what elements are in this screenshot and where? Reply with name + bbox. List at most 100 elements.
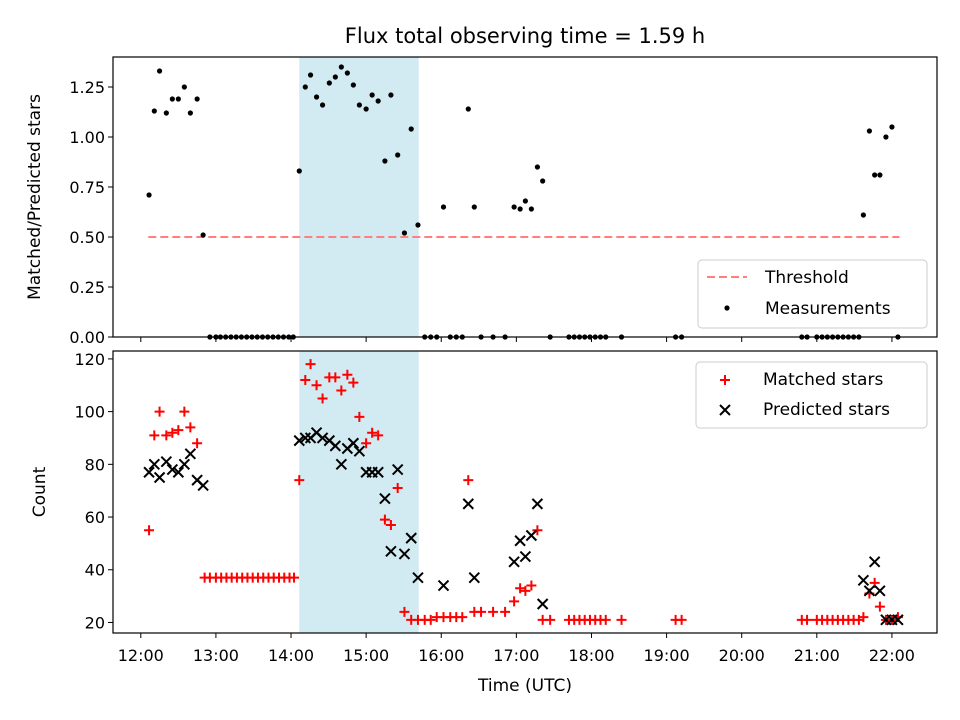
top-series-0-point [302, 84, 308, 90]
bottom-series-1-point [329, 440, 342, 452]
x-tick-label: 15:00 [343, 646, 389, 665]
top-legend: Threshold Measurements [697, 259, 928, 329]
bottom-series-1-point [372, 466, 384, 478]
bottom-series-0-point [676, 614, 687, 625]
top-series-0-point [307, 72, 314, 78]
top-series-0-point [338, 64, 344, 70]
bottom-series-0-point [185, 422, 196, 433]
bottom-series-1-point [412, 571, 424, 584]
top-series-0-point [540, 178, 546, 184]
top-series-0-point [889, 124, 895, 130]
top-series-0-point [860, 212, 866, 218]
top-series-0-point [382, 158, 388, 164]
x-tick-label: 17:00 [493, 646, 539, 665]
bottom-series-0-point [179, 406, 190, 417]
x-tick-label: 19:00 [644, 646, 690, 665]
bottom-series-1-point [536, 598, 549, 610]
top-series-0-point [313, 94, 320, 100]
top-series-0-point [534, 164, 540, 170]
top-series-0-point [866, 128, 872, 134]
bottom-series-0-point [367, 427, 378, 438]
bottom-series-1-point [508, 556, 520, 568]
bottom-series-0-point [392, 483, 403, 494]
bottom-series-1-point [857, 574, 870, 586]
bottom-series-1-point [160, 455, 173, 468]
top-series-0-point [350, 82, 356, 88]
top-series-0-point [528, 206, 534, 212]
top-series-0-point [408, 126, 414, 132]
bottom-series-1-point [519, 550, 532, 563]
bottom-series-0-point [500, 606, 511, 617]
x-tick-label: 21:00 [794, 646, 840, 665]
bottom-series-1-point [514, 535, 526, 547]
bottom-series-0-point [802, 614, 813, 625]
top-series-0-point [194, 96, 200, 102]
x-axis-label: Time (UTC) [477, 676, 572, 696]
top-series-0-point [369, 92, 375, 98]
bottom-series-0-point [294, 475, 305, 486]
bottom-series-0-point [311, 380, 322, 391]
bottom-series-0-point [192, 438, 203, 449]
bottom-series-0-point [520, 585, 531, 596]
bottom-series-0-point [173, 425, 184, 436]
bottom-series-1-point [868, 556, 881, 568]
top-y-tick-label: 1.00 [69, 128, 105, 147]
bottom-series-1-point [863, 585, 876, 597]
top-y-tick-label: 0.50 [69, 228, 105, 247]
legend-measurements-label: Measurements [765, 299, 891, 319]
bottom-legend: Matched stars Predicted stars [695, 361, 928, 429]
top-series-0-point [326, 80, 332, 86]
bottom-y-tick-label: 40 [85, 561, 105, 580]
bottom-series-0-point [858, 612, 869, 623]
x-tick-label: 12:00 [118, 646, 164, 665]
legend-threshold-label: Threshold [764, 268, 849, 288]
top-y-tick-label: 0.00 [69, 328, 105, 347]
bottom-series-1-point [874, 585, 886, 597]
top-y-tick-label: 0.25 [69, 278, 105, 297]
top-series-0-point [375, 98, 381, 104]
bottom-series-0-point [425, 614, 436, 625]
top-series-0-point [401, 230, 408, 236]
bottom-series-1-point [166, 463, 179, 476]
top-series-0-point [169, 96, 175, 102]
bottom-series-1-point [892, 614, 904, 626]
top-series-0-point [388, 92, 394, 98]
bottom-series-1-point [391, 463, 404, 476]
legend-predicted-swatch [719, 404, 731, 416]
x-tick-label: 22:00 [869, 646, 915, 665]
top-series-0-point [296, 168, 302, 174]
bottom-series-1-point [153, 471, 166, 484]
bottom-series-0-point [874, 601, 885, 612]
bottom-series-1-point [353, 445, 366, 457]
bottom-series-0-point [488, 606, 499, 617]
bottom-legend-box [695, 361, 928, 429]
bottom-series-0-point [476, 606, 487, 617]
legend-predicted-label: Predicted stars [763, 400, 890, 420]
top-y-tick-label: 1.25 [69, 78, 105, 97]
bottom-series-0-point [361, 438, 372, 449]
bottom-series-1-point [379, 492, 391, 505]
top-series-0-point [163, 110, 169, 116]
bottom-series-0-point [154, 406, 165, 417]
top-y-tick-label: 0.75 [69, 178, 105, 197]
bottom-series-1-point [398, 548, 411, 560]
bottom-y-tick-label: 20 [85, 613, 105, 632]
bottom-series-1-point [462, 498, 474, 510]
top-series-0-point [175, 96, 181, 102]
legend-matched-label: Matched stars [763, 370, 883, 390]
top-series-0-point [877, 172, 883, 178]
top-panel-plot: 0.00 0.25 0.50 0.75 1.00 1.25 Threshold Measure… [69, 56, 938, 347]
top-series-0-point [471, 204, 477, 210]
top-series-0-point [156, 68, 163, 74]
bottom-series-0-point [161, 430, 172, 441]
bottom-series-0-point [354, 411, 365, 422]
top-series-0-point [511, 204, 517, 210]
bottom-highlight-span [299, 351, 419, 633]
bottom-series-1-point [316, 432, 329, 444]
top-series-0-point [146, 192, 152, 198]
chart-title: Flux total observing time = 1.59 h [345, 24, 705, 48]
top-series-0-point [356, 102, 362, 108]
top-series-0-point [181, 84, 187, 90]
bottom-series-0-point [167, 427, 178, 438]
